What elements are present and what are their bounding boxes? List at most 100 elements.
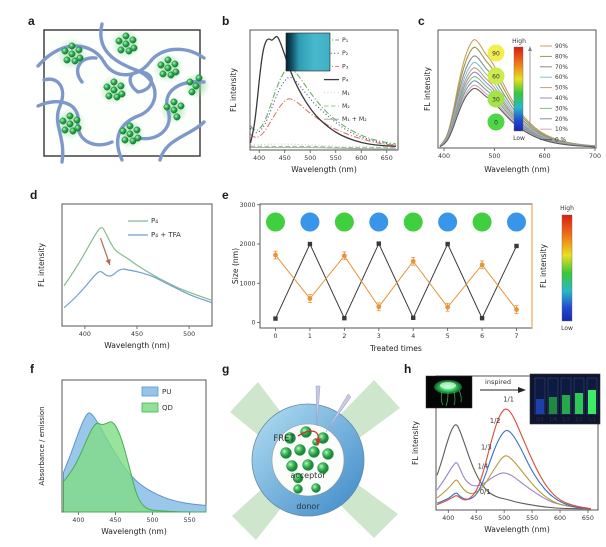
panel-b-ylabel: FL intensity [229, 68, 238, 112]
marker-circle [445, 304, 451, 310]
y-tick-label: 2000 [239, 241, 255, 248]
panel-b-xlabel: Wavelength (nm) [291, 165, 357, 174]
panel-a-label: a [28, 14, 35, 28]
plot-frame-b [249, 29, 399, 151]
pin-needles [315, 385, 352, 433]
plot-frame-h [435, 375, 599, 511]
cuvette-liquid [562, 395, 570, 414]
inspired-arrow-head [518, 387, 526, 393]
panel-e-ylabel: Size (nm) [231, 248, 240, 284]
colorbar-low-label: Low [513, 135, 525, 142]
x-tick-label: 450 [470, 515, 482, 522]
x-tick-label: 450 [279, 155, 291, 162]
panel-c-label: c [418, 14, 425, 28]
panel-d-plot: 400 450 500 P₄ P₄ + TFA [61, 203, 213, 338]
x-tick-label: 4 [411, 333, 415, 340]
x-tick-label: 550 [526, 515, 538, 522]
x-tick-label: 650 [582, 515, 594, 522]
x-tick-label: 450 [131, 331, 143, 338]
state-circle [472, 212, 492, 232]
legend-label: 70% [555, 65, 568, 71]
cuvette-label: 1/3 [562, 417, 570, 423]
legend-swatch [141, 386, 159, 397]
fret-arrow-head [315, 438, 321, 446]
panel-h-plot: 400 450 500 550 600 650 1/1 1/2 1/3 1/4 0/1 [435, 375, 599, 522]
panel-e-right-ylabel: FL intensity [539, 244, 548, 288]
legend-label: 20% [555, 117, 568, 123]
panel-e-plot: 0 1 2 3 4 5 6 7 0 1000 2000 3000 [239, 202, 533, 340]
y-tick-label: 0 [251, 320, 255, 327]
legend-label: M₁ [342, 90, 350, 97]
panel-f-ylabel: Absorbance / emission [38, 406, 46, 485]
colorbar-e: High Low [560, 205, 574, 332]
series-QD [62, 421, 206, 513]
panel-e-xlabel: Treated times [369, 344, 422, 353]
curve-label: 1/2 [490, 417, 501, 425]
marker-circle [376, 304, 382, 310]
humidity-circle [487, 67, 505, 85]
panel-h-ylabel: FL intensity [411, 421, 420, 465]
x-tick-label: 400 [253, 155, 265, 162]
x-tick-label: 700 [589, 153, 601, 160]
x-tick-label: 7 [514, 333, 518, 340]
x-tick-label: 500 [183, 331, 195, 338]
legend-label: P₂ [342, 50, 349, 57]
panel-f-xlabel: Wavelength (nm) [101, 527, 167, 536]
legend-label: 80% [555, 54, 568, 60]
series-P₄ [63, 227, 213, 301]
legend-label: 60% [555, 75, 568, 81]
state-circle [403, 212, 423, 232]
inspired-label: inspired [485, 378, 511, 386]
fret-label: FRET [273, 434, 295, 444]
series-1/3 [436, 455, 591, 510]
x-tick-label: 500 [147, 517, 159, 524]
fret-arrow [297, 430, 319, 441]
panel-h-xlabel: Wavelength (nm) [484, 525, 550, 534]
x-tick-label: 3 [377, 333, 381, 340]
marker-square [514, 243, 519, 249]
x-tick-label: 0 [273, 333, 277, 340]
legend-swatch [141, 402, 159, 413]
series-90% [439, 39, 596, 147]
legend-label: 10% [555, 127, 568, 133]
humidity-circle-label: 30 [492, 97, 500, 104]
series-M₂ [250, 145, 396, 149]
panel-c-ylabel: FL intensity [423, 67, 432, 111]
marker-square [411, 315, 416, 320]
quench-arrow-head [105, 259, 111, 265]
x-tick-label: 500 [498, 515, 510, 522]
humidity-circle-label: 0 [494, 120, 498, 127]
up-arrow-head [528, 46, 532, 51]
legend-label: QD [162, 404, 173, 412]
cuvette-liquid [588, 390, 596, 414]
state-circle [507, 212, 527, 232]
panel-h-chart: 400 450 500 550 600 650 1/1 1/2 1/3 1/4 0/1 inspir… [411, 373, 601, 534]
panel-d-label: d [30, 188, 38, 202]
panel-c-plot: 400 500 600 70090%80%70%60%50%40%30%20%10%0… [437, 29, 601, 160]
legend-label: 40% [555, 96, 568, 102]
state-circle [369, 212, 389, 232]
panel-b-label: b [222, 14, 230, 28]
cuvette-liquid [575, 393, 583, 414]
x-tick-label: 6 [480, 333, 484, 340]
cuvette-label: 1/2 [575, 417, 583, 423]
series-30% [439, 75, 596, 148]
legend-label: M₂ [342, 103, 350, 110]
panel-f-chart: 400 450 500 550 PU QD Wavelength (nm) Absorba… [38, 379, 207, 536]
cuvette-liquid [549, 397, 557, 414]
legend-label: P₄ [151, 217, 158, 225]
panel-e-label: e [222, 188, 229, 202]
panel-d-chart: 400 450 500 P₄ P₄ + TFA Wavelength (nm) FL i… [37, 203, 213, 350]
x-tick-label: 5 [446, 333, 450, 340]
series-20% [439, 80, 596, 148]
cuvette-liquid [536, 399, 544, 414]
marker-circle [514, 307, 519, 312]
state-circle [438, 212, 458, 232]
x-tick-label: 600 [539, 153, 551, 160]
humidity-circle-label: 60 [492, 74, 500, 81]
series-P₄ + TFA [63, 268, 213, 309]
x-tick-label: 600 [355, 155, 367, 162]
legend-label: M₁ + M₂ [342, 116, 367, 123]
x-tick-label: 500 [304, 155, 316, 162]
